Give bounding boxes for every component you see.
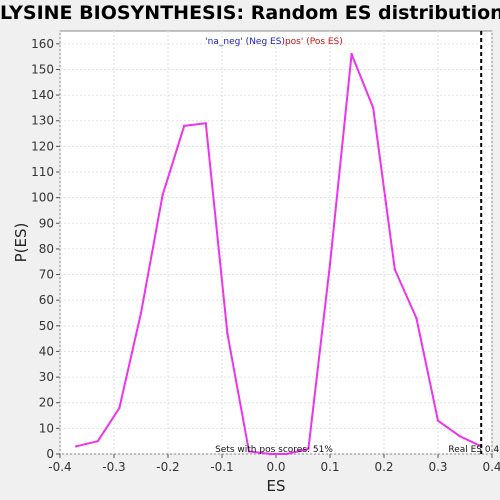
data-point <box>75 445 78 448</box>
x-tick-label: 0.0 <box>266 460 285 474</box>
y-tick-label: 20 <box>39 396 54 410</box>
x-tick-label: 0.3 <box>428 460 447 474</box>
data-point <box>393 268 396 271</box>
data-point <box>204 122 207 125</box>
y-tick-label: 70 <box>39 268 54 282</box>
x-tick-label: 0.2 <box>374 460 393 474</box>
data-point <box>372 106 375 110</box>
legend: 'na_neg' (Neg ES)pos' (Pos ES) <box>205 37 343 47</box>
y-tick-label: 150 <box>31 62 54 76</box>
y-tick-label: 50 <box>39 319 54 333</box>
x-tick-label: 0.4 <box>482 460 500 474</box>
y-tick-label: 80 <box>39 242 54 256</box>
plot-area <box>59 30 493 455</box>
y-tick-label: 90 <box>39 216 54 230</box>
y-tick-label: 140 <box>31 88 54 102</box>
data-point <box>350 52 353 56</box>
y-tick-label: 120 <box>31 139 54 153</box>
data-point <box>415 316 418 320</box>
y-tick-label: 0 <box>46 447 54 461</box>
x-tick-label: 0.1 <box>320 460 339 474</box>
data-point <box>226 332 229 335</box>
y-axis-label: P(ES) <box>12 223 30 263</box>
legend-neg-entry: 'na_neg' (Neg ES) <box>205 37 285 47</box>
x-tick-label: -0.2 <box>156 460 179 474</box>
series-line <box>75 53 482 455</box>
chart-title: LYSINE BIOSYNTHESIS: Random ES distribut… <box>0 2 500 24</box>
pos-score-annotation: Sets with pos scores: 51% <box>215 445 333 455</box>
data-point <box>96 439 100 443</box>
data-point <box>307 447 310 451</box>
y-tick-label: 10 <box>39 421 54 435</box>
data-point <box>436 419 440 422</box>
data-point <box>458 434 461 438</box>
data-point <box>118 406 121 410</box>
y-tick-label: 40 <box>39 344 54 358</box>
data-point <box>183 124 186 128</box>
real-es-label: Real ES 0.4 <box>448 445 499 455</box>
x-tick-label: -0.1 <box>210 460 233 474</box>
legend-pos-entry: pos' (Pos ES) <box>285 37 343 47</box>
y-tick-label: 160 <box>31 37 54 51</box>
y-tick-label: 60 <box>39 293 54 307</box>
data-point <box>328 263 332 266</box>
y-tick-label: 100 <box>31 191 54 205</box>
data-point <box>269 452 272 456</box>
y-tick-label: 110 <box>31 165 54 179</box>
x-axis-label: ES <box>267 477 286 495</box>
data-point <box>161 193 164 197</box>
data-point <box>139 311 143 315</box>
y-tick-label: 130 <box>31 114 54 128</box>
x-tick-label: -0.4 <box>48 460 71 474</box>
data-point <box>247 450 251 453</box>
x-tick-label: -0.3 <box>102 460 125 474</box>
y-tick-label: 30 <box>39 370 54 384</box>
data-point <box>285 452 288 456</box>
